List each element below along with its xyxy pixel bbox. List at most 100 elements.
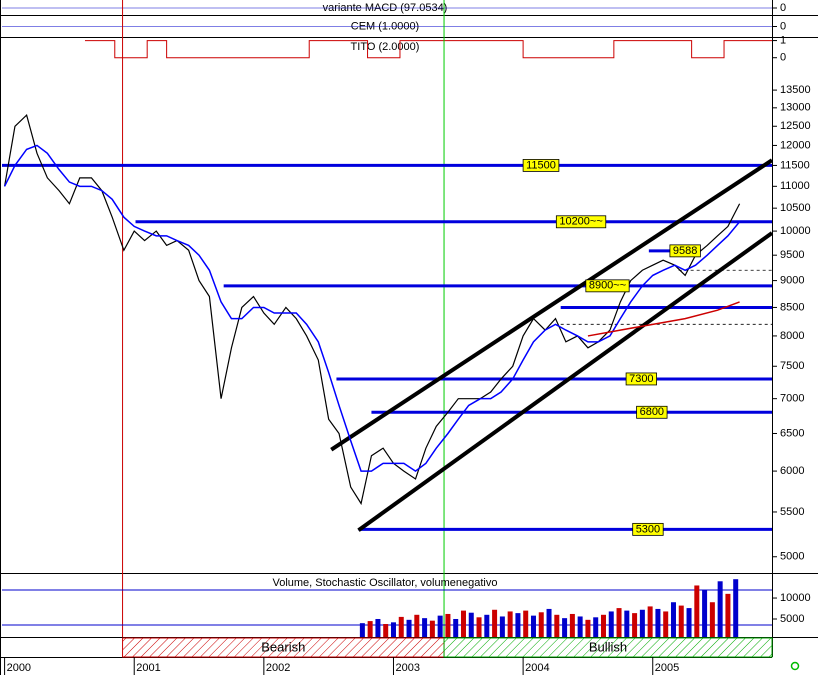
- volume-bar: [678, 605, 684, 637]
- y-tick-label: 8500: [780, 301, 804, 313]
- volume-bar: [414, 614, 420, 637]
- volume-bar: [367, 621, 373, 637]
- level-label-box: [585, 279, 630, 293]
- volume-bar: [670, 602, 676, 637]
- level-label-box: [636, 405, 668, 419]
- x-tick-label: 2003: [395, 662, 419, 674]
- y-tick-label: 0: [780, 52, 786, 64]
- price-line: [3, 144, 741, 473]
- volume-bar: [733, 579, 739, 637]
- channel-line: [330, 158, 774, 452]
- volume-bar: [383, 624, 389, 637]
- volume-bar: [686, 608, 692, 637]
- volume-bar: [632, 613, 638, 637]
- volume-bar: [717, 581, 723, 637]
- volume-bar: [608, 611, 614, 637]
- y-tick-label: 6500: [780, 427, 804, 439]
- volume-bar: [499, 616, 505, 637]
- price-line: [4, 113, 741, 506]
- y-tick-label: 0: [780, 2, 786, 14]
- y-tick-label: 10500: [780, 202, 811, 214]
- level-label: 6800: [640, 406, 664, 418]
- volume-bar: [569, 613, 575, 637]
- level-label-box: [625, 372, 657, 386]
- volume-bar: [445, 613, 451, 637]
- volume-bar: [600, 614, 606, 637]
- volume-bar: [655, 608, 661, 637]
- level-label: 7300: [629, 373, 653, 385]
- volume-bar: [562, 618, 568, 637]
- volume-bar: [437, 615, 443, 637]
- volume-bar: [515, 613, 521, 637]
- volume-bar: [484, 614, 490, 637]
- level-label: 8900~~: [589, 280, 626, 292]
- regime-band: [443, 637, 773, 658]
- volume-bar: [663, 611, 669, 637]
- y-tick-label: 5000: [780, 551, 804, 563]
- volume-bar: [492, 609, 498, 637]
- y-tick-label: 1: [780, 34, 786, 46]
- y-tick-label: 5500: [780, 506, 804, 518]
- volume-bar: [616, 608, 622, 637]
- y-tick-label: 12000: [780, 139, 811, 151]
- volume-bar: [585, 619, 591, 637]
- indicator-line: [84, 40, 772, 59]
- level-label-box: [632, 522, 664, 536]
- volume-bar: [406, 619, 412, 637]
- volume-bar: [429, 620, 435, 637]
- volume-bar: [624, 610, 630, 637]
- volume-bar: [647, 606, 653, 637]
- volume-bar: [359, 623, 365, 637]
- y-tick-label: 13000: [780, 102, 811, 114]
- y-tick-label: 8000: [780, 330, 804, 342]
- y-tick-label: 0: [780, 20, 786, 32]
- volume-bar: [476, 617, 482, 637]
- volume-bar: [546, 608, 552, 637]
- indicator-title: TITO (2.0000): [351, 41, 420, 53]
- level-label-box: [555, 215, 607, 229]
- volume-bar: [523, 610, 529, 637]
- y-tick-label: 7500: [780, 360, 804, 372]
- volume-bar: [460, 610, 466, 637]
- y-tick-label: 13500: [780, 84, 811, 96]
- y-tick-label: 9500: [780, 249, 804, 261]
- y-tick-label: 10000: [780, 225, 811, 237]
- regime-label: Bearish: [261, 639, 305, 654]
- volume-bar: [468, 612, 474, 637]
- y-tick-label: 10000: [780, 592, 811, 604]
- level-label: 11500: [526, 159, 556, 171]
- y-tick-label: 11500: [780, 159, 810, 171]
- level-label: 10200~~: [559, 216, 602, 228]
- x-tick-label: 2001: [136, 662, 160, 674]
- regime-label: Bullish: [589, 639, 627, 654]
- volume-bar: [639, 609, 645, 637]
- y-tick-label: 7000: [780, 393, 804, 405]
- y-tick-label: 6000: [780, 465, 804, 477]
- volume-title: Volume, Stochastic Oscillator, volumeneg…: [272, 577, 497, 589]
- volume-bar: [398, 616, 404, 637]
- level-label-box: [522, 159, 560, 172]
- volume-bar: [554, 614, 560, 637]
- volume-bar: [593, 617, 599, 637]
- volume-bar: [422, 618, 428, 637]
- volume-bar: [453, 618, 459, 637]
- level-label: 5300: [636, 523, 660, 535]
- volume-bar: [694, 585, 700, 637]
- x-tick-label: 2005: [655, 662, 679, 674]
- volume-bar: [530, 615, 536, 637]
- x-tick-label: 2004: [525, 662, 549, 674]
- y-tick-label: 11000: [780, 180, 810, 192]
- volume-bar: [725, 593, 731, 637]
- channel-line: [357, 231, 774, 532]
- volume-bar: [702, 589, 708, 637]
- volume-bar: [390, 622, 396, 637]
- price-line: [587, 301, 740, 337]
- x-tick-label: 2000: [7, 662, 31, 674]
- level-label: 9588: [673, 245, 697, 257]
- volume-bar: [375, 618, 381, 637]
- volume-bar: [709, 602, 715, 637]
- level-label-box: [669, 244, 701, 258]
- y-tick-label: 5000: [780, 613, 804, 625]
